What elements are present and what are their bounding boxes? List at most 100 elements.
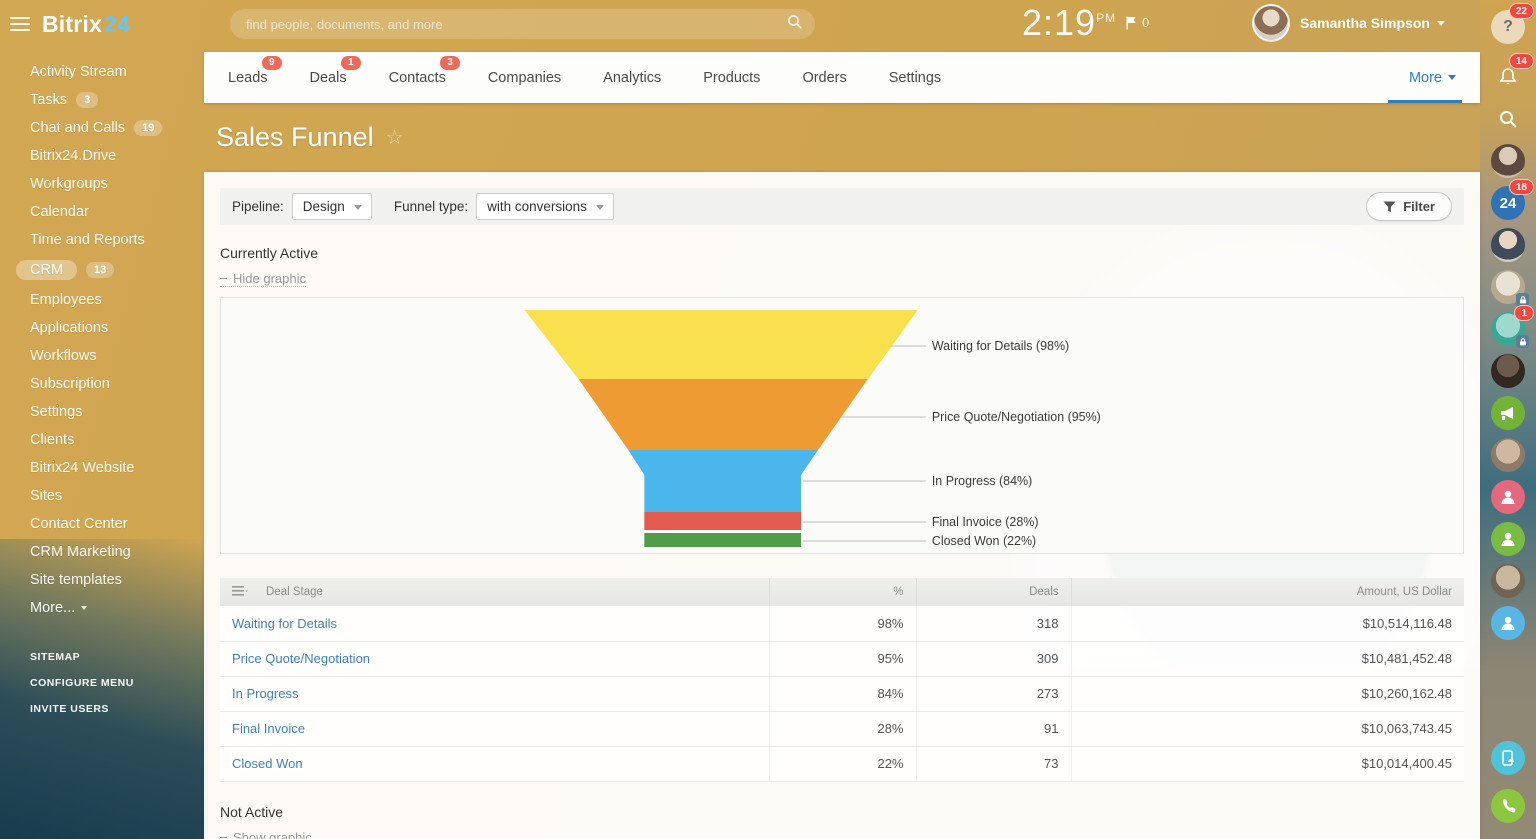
sidebar-item-clients[interactable]: Clients [0,426,204,454]
funnel-segment-waiting-for-details[interactable] [525,310,918,379]
tab-contacts[interactable]: Contacts3 [389,70,446,86]
avatar[interactable] [1491,144,1525,178]
sidebar-item-bitrix24-drive[interactable]: Bitrix24.Drive [0,142,204,170]
search-input[interactable] [230,9,787,39]
sidebar-item-activity-stream[interactable]: Activity Stream [0,58,204,86]
funnel-segment-closed-won[interactable] [644,533,801,547]
cell-amount: $10,014,400.45 [1071,746,1464,781]
sidebar-item-bitrix24-website[interactable]: Bitrix24 Website [0,454,204,482]
hide-graphic-link[interactable]: Hide graphic [220,271,306,287]
global-search[interactable] [230,9,815,39]
funnel-segment-in-progress[interactable] [628,450,818,512]
sidebar-footer-link-invite-users[interactable]: INVITE USERS [0,696,204,722]
sidebar-footer-link-sitemap[interactable]: SITEMAP [0,644,204,670]
deal-stage-link[interactable]: Waiting for Details [232,616,337,631]
filter-button[interactable]: Filter [1366,192,1452,221]
sidebar-footer-link-configure-menu[interactable]: CONFIGURE MENU [0,670,204,696]
column-header-amount-us-dollar[interactable]: Amount, US Dollar [1071,578,1464,606]
cell-percent: 22% [769,746,916,781]
tab-label: Analytics [603,70,661,86]
sidebar-menu: Activity StreamTasks3Chat and Calls19Bit… [0,58,204,622]
tab-leads[interactable]: Leads9 [228,70,268,86]
cell-percent: 28% [769,711,916,746]
column-header-[interactable]: % [769,578,916,606]
bell-icon[interactable]: 14 [1491,60,1525,94]
sidebar-item-crm-marketing[interactable]: CRM Marketing [0,538,204,566]
cell-amount: $10,481,452.48 [1071,641,1464,676]
funnel-segment-final-invoice[interactable] [644,512,801,530]
tab-orders[interactable]: Orders [802,70,846,86]
person-icon[interactable] [1491,480,1525,514]
person-icon[interactable] [1491,522,1525,556]
bitrix24-badge[interactable]: 2418 [1491,186,1525,220]
favorite-star-icon[interactable]: ☆ [386,125,404,150]
tab-products[interactable]: Products [703,70,760,86]
avatar[interactable] [1491,354,1525,388]
pipeline-label: Pipeline: [232,199,284,214]
search-icon[interactable] [1491,102,1525,136]
table-settings-icon[interactable] [232,586,248,597]
menu-hamburger-icon[interactable] [10,17,30,31]
cell-stage: Waiting for Details [220,606,769,641]
sidebar-item-more[interactable]: More... [0,594,204,622]
deal-stage-link[interactable]: Price Quote/Negotiation [232,651,370,666]
sidebar-item-settings[interactable]: Settings [0,398,204,426]
help-icon[interactable]: ?22 [1491,10,1525,44]
funnel-type-select[interactable]: with conversions [476,193,614,220]
avatar[interactable] [1491,228,1525,262]
column-header-deals[interactable]: Deals [916,578,1071,606]
top-bar: Bitrix24 2:19PM 0 Samantha Simpson [0,0,1536,48]
user-menu[interactable]: Samantha Simpson [1252,4,1445,42]
sidebar-item-site-templates[interactable]: Site templates [0,566,204,594]
avatar[interactable] [1491,564,1525,598]
sidebar-item-label: Applications [30,320,108,336]
device-icon[interactable] [1491,741,1525,775]
tab-analytics[interactable]: Analytics [603,70,661,86]
search-icon[interactable] [787,14,803,35]
sidebar-item-employees[interactable]: Employees [0,286,204,314]
sidebar-item-chat-and-calls[interactable]: Chat and Calls19 [0,114,204,142]
tab-settings[interactable]: Settings [889,70,941,86]
person-icon[interactable] [1491,606,1525,640]
pipeline-select[interactable]: Design [292,193,372,220]
deal-stage-link[interactable]: In Progress [232,686,298,701]
column-header-deal-stage[interactable]: Deal Stage [220,578,769,606]
megaphone-icon[interactable] [1491,396,1525,430]
avatar[interactable] [1491,270,1525,304]
bitrix24-badge-label: 24 [1500,195,1517,212]
sidebar-item-workflows[interactable]: Workflows [0,342,204,370]
tab-deals[interactable]: Deals1 [310,70,347,86]
tab-more[interactable]: More [1409,70,1456,86]
cell-stage: In Progress [220,676,769,711]
cell-percent: 98% [769,606,916,641]
table-row: In Progress84%273$10,260,162.48 [220,676,1464,711]
crm-nav: Leads9 Deals1 Contacts3 Companies Analytics P… [204,52,1480,103]
sidebar-item-subscription[interactable]: Subscription [0,370,204,398]
sidebar-item-applications[interactable]: Applications [0,314,204,342]
bitrix24-logo[interactable]: Bitrix24 [42,11,130,38]
sidebar-item-tasks[interactable]: Tasks3 [0,86,204,114]
funnel-label: Final Invoice (28%) [932,515,1039,529]
avatar[interactable]: 1 [1491,312,1525,346]
sidebar-badge: 19 [134,120,162,136]
phone-icon[interactable] [1491,789,1525,823]
sidebar-item-label: Tasks [30,92,67,108]
sidebar-item-crm[interactable]: CRM13 [0,254,204,286]
funnel-segment-price-quote-negotiation[interactable] [578,379,868,450]
sidebar-item-workgroups[interactable]: Workgroups [0,170,204,198]
sidebar-item-time-and-reports[interactable]: Time and Reports [0,226,204,254]
show-graphic-link[interactable]: Show graphic [220,830,312,839]
sidebar-item-calendar[interactable]: Calendar [0,198,204,226]
sidebar-item-label: Site templates [30,572,122,588]
flag-icon [1126,16,1137,30]
cell-deals: 91 [916,711,1071,746]
deal-stage-link[interactable]: Closed Won [232,756,303,771]
sidebar-item-sites[interactable]: Sites [0,482,204,510]
flag-counter[interactable]: 0 [1126,15,1149,30]
tab-companies[interactable]: Companies [488,70,561,86]
sidebar-item-label: Clients [30,432,74,448]
avatar[interactable] [1491,438,1525,472]
clock[interactable]: 2:19PM [1022,2,1116,44]
sidebar-item-contact-center[interactable]: Contact Center [0,510,204,538]
deal-stage-link[interactable]: Final Invoice [232,721,305,736]
